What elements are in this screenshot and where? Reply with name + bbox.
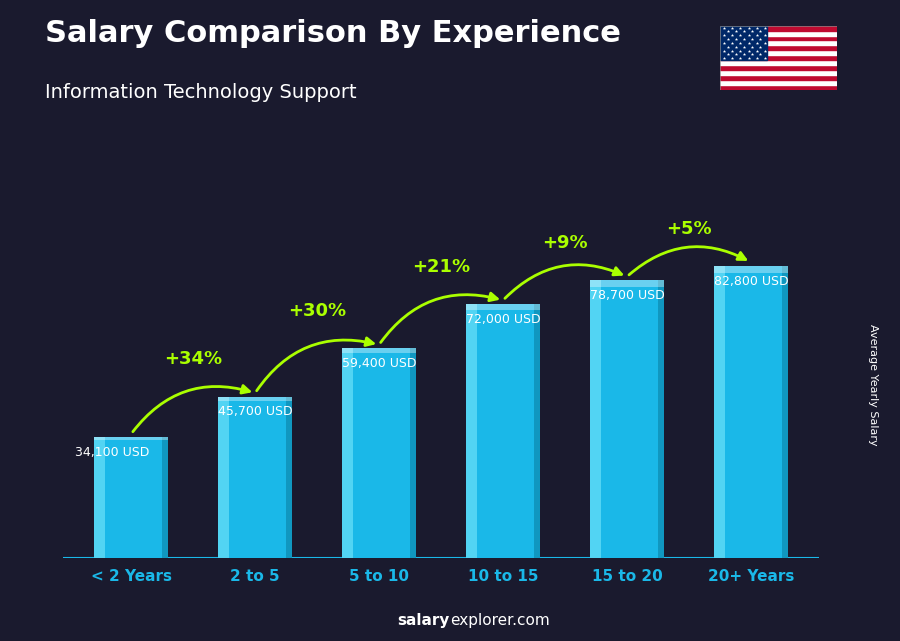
Bar [535,304,540,558]
Bar [590,280,601,558]
Bar [94,437,168,440]
Bar [218,397,230,558]
Bar [720,26,767,60]
Bar [714,266,788,273]
Bar [720,60,837,65]
Bar [218,397,292,558]
Bar [714,266,724,558]
Text: 59,400 USD: 59,400 USD [342,357,417,370]
Text: +5%: +5% [666,220,712,238]
Text: salary: salary [398,613,450,628]
Bar [342,348,416,558]
FancyArrowPatch shape [133,385,249,431]
FancyArrowPatch shape [381,293,498,342]
Bar [720,40,837,46]
Bar [590,280,664,558]
Bar [720,85,837,90]
Bar [162,437,168,558]
Bar [720,65,837,70]
Text: Salary Comparison By Experience: Salary Comparison By Experience [45,19,621,48]
Bar [720,75,837,80]
Bar [342,348,416,353]
Bar [658,280,664,558]
Text: 82,800 USD: 82,800 USD [714,274,788,288]
Bar [782,266,788,558]
Bar [590,280,664,287]
Text: +9%: +9% [542,234,588,252]
Text: explorer.com: explorer.com [450,613,550,628]
Text: Information Technology Support: Information Technology Support [45,83,356,103]
Bar [94,437,168,558]
Bar [720,35,837,40]
Bar [714,266,788,558]
FancyArrowPatch shape [256,338,374,391]
Text: 45,700 USD: 45,700 USD [218,405,292,419]
Text: 34,100 USD: 34,100 USD [76,446,149,459]
Text: +21%: +21% [412,258,470,276]
Bar [720,31,837,35]
Bar [342,348,353,558]
Bar [286,397,292,558]
Bar [720,80,837,85]
Text: 78,700 USD: 78,700 USD [590,289,664,302]
Bar [720,50,837,55]
Bar [720,70,837,75]
Bar [410,348,416,558]
Bar [466,304,477,558]
Bar [94,437,105,558]
Bar [720,55,837,60]
Text: Average Yearly Salary: Average Yearly Salary [868,324,878,445]
Text: 72,000 USD: 72,000 USD [465,313,540,326]
Bar [466,304,540,558]
Text: +30%: +30% [288,302,346,320]
FancyArrowPatch shape [629,247,745,275]
Bar [218,397,292,401]
FancyArrowPatch shape [505,265,622,298]
Bar [720,46,837,50]
Bar [466,304,540,310]
Text: +34%: +34% [164,351,222,369]
Bar [720,26,837,31]
